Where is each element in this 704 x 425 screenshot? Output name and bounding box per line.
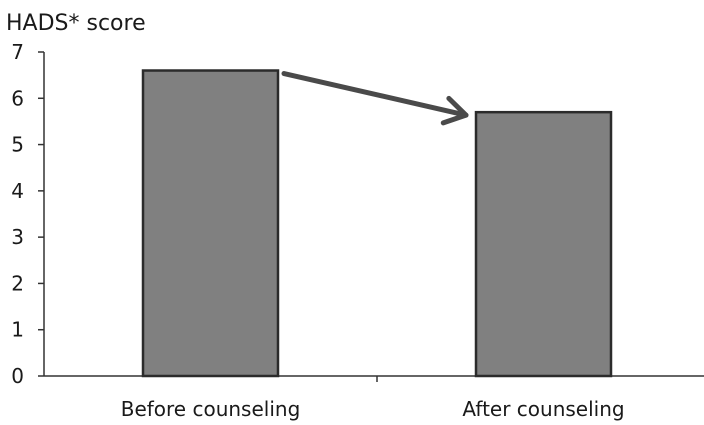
annotations xyxy=(281,71,469,126)
y-tick-label: 2 xyxy=(11,271,24,295)
y-axis: 0 1 2 3 4 5 6 7 xyxy=(11,40,45,388)
y-tick-label: 1 xyxy=(11,318,24,342)
arrow-line xyxy=(281,71,469,118)
category-label: After counseling xyxy=(462,397,624,421)
category-labels: Before counseling After counseling xyxy=(121,397,625,421)
y-tick-label: 0 xyxy=(11,364,24,388)
bar xyxy=(141,69,280,378)
category-label: Before counseling xyxy=(121,397,301,421)
y-tick-label: 7 xyxy=(11,40,24,64)
y-tick-label: 3 xyxy=(11,225,24,249)
bars xyxy=(141,69,613,378)
y-tick-label: 6 xyxy=(11,86,24,110)
bar xyxy=(474,110,613,378)
y-axis-title: HADS* score xyxy=(6,11,146,36)
y-tick-label: 4 xyxy=(11,179,24,203)
y-tick-label: 5 xyxy=(11,133,24,157)
arrow-head xyxy=(440,95,469,126)
